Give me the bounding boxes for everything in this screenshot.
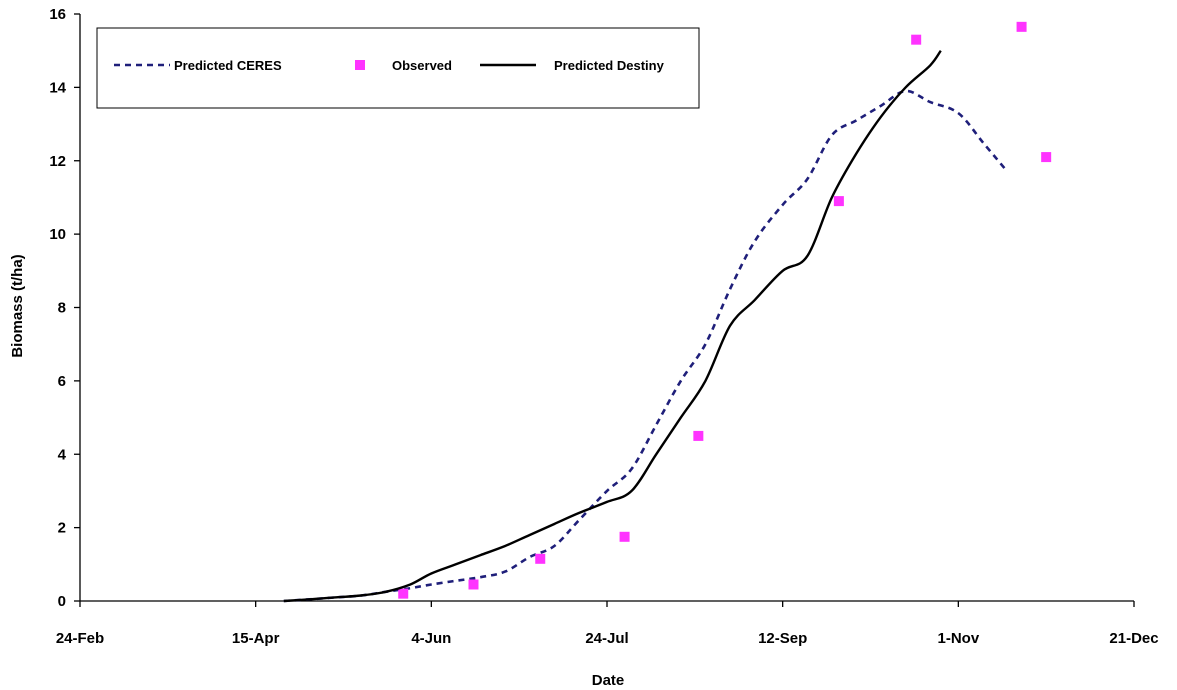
y-tick-label: 12	[49, 153, 66, 170]
axes: 0 2 4 6 8 10 12 14 16 24-Feb 15-Apr 4-Jun 24-Jul 12-S…	[49, 6, 1158, 647]
predicted-ceres-line	[283, 89, 1009, 603]
y-tick-label: 0	[58, 593, 66, 610]
legend-label-predicted-destiny: Predicted Destiny	[554, 58, 665, 73]
x-tick-label: 4-Jun	[411, 630, 451, 647]
x-tick-label: 24-Jul	[585, 630, 628, 647]
legend: Predicted CERES Observed Predicted Destiny	[96, 27, 700, 109]
x-tick-label: 21-Dec	[1109, 630, 1158, 647]
y-tick-label: 10	[49, 226, 66, 243]
x-axis-title: Date	[592, 672, 625, 689]
y-tick-label: 8	[58, 300, 66, 317]
y-tick-label: 16	[49, 6, 66, 23]
observed-point	[911, 34, 922, 45]
predicted-destiny-line	[283, 49, 942, 603]
y-tick-label: 4	[58, 446, 67, 463]
observed-point	[535, 553, 546, 564]
y-tick-label: 6	[58, 373, 66, 390]
observed-point	[833, 196, 844, 207]
legend-label-observed: Observed	[392, 58, 452, 73]
legend-box	[96, 27, 700, 109]
observed-point	[1041, 152, 1052, 163]
legend-swatch-observed	[355, 60, 365, 70]
y-tick-label: 2	[58, 520, 66, 537]
x-tick-label: 12-Sep	[758, 630, 807, 647]
observed-point	[398, 588, 409, 599]
x-tick-label: 1-Nov	[937, 630, 979, 647]
series-layer	[283, 21, 1052, 603]
x-tick-label: 24-Feb	[56, 630, 104, 647]
observed-point	[619, 531, 630, 542]
legend-label-predicted-ceres: Predicted CERES	[174, 58, 282, 73]
y-axis-title: Biomass (t/ha)	[9, 254, 26, 357]
y-tick-label: 14	[49, 79, 66, 96]
observed-point	[693, 430, 704, 441]
observed-point	[1016, 21, 1027, 32]
observed-point	[468, 579, 479, 590]
x-tick-label: 15-Apr	[232, 630, 280, 647]
